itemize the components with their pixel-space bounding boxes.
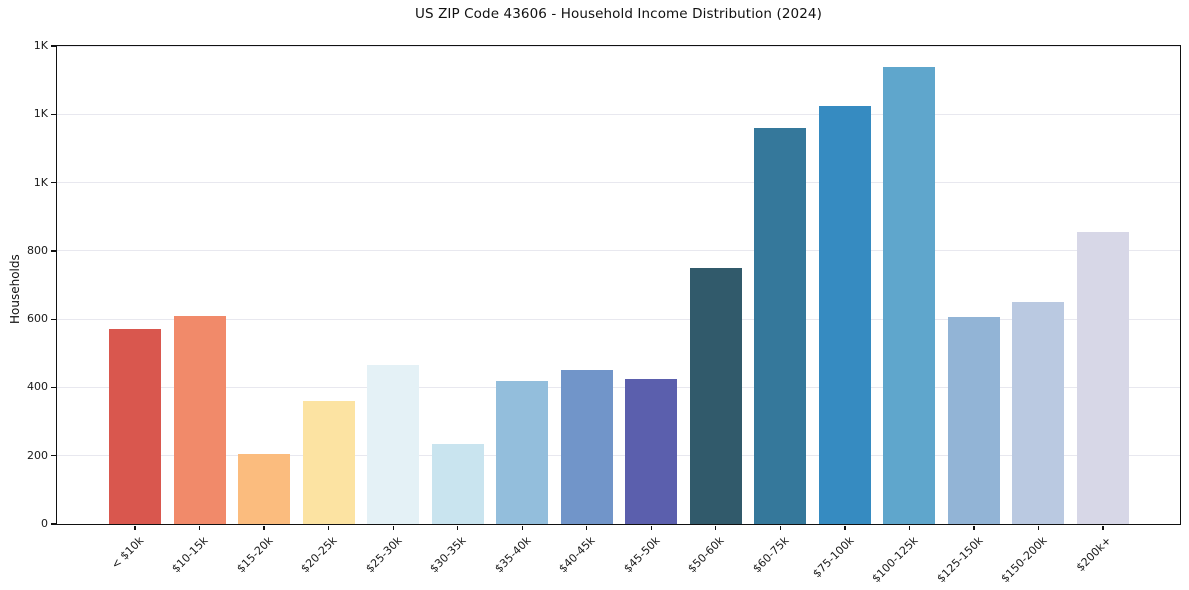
- bar-$100-125k: [883, 66, 936, 524]
- y-tick-mark: [51, 386, 56, 389]
- y-tick-label: 800: [27, 243, 48, 257]
- y-tick-label: 1K: [33, 175, 48, 189]
- x-tick-mark: [715, 525, 717, 530]
- x-tick-label: $50-60k: [685, 534, 728, 576]
- bar-$40-45k: [560, 370, 613, 524]
- bar-$60-75k: [754, 127, 807, 524]
- y-tick-mark: [51, 523, 56, 525]
- x-tick-label: $200k+: [1074, 534, 1115, 575]
- x-tick-label: $150-200k: [998, 534, 1050, 586]
- x-tick-label: < $10k: [108, 534, 147, 572]
- x-tick-label: $20-25k: [298, 534, 340, 576]
- y-tick-label: 200: [27, 448, 48, 462]
- x-tick-mark: [1037, 525, 1040, 530]
- gridline: [57, 386, 1180, 388]
- bar-$20-25k: [302, 401, 355, 524]
- x-tick-mark: [521, 525, 523, 530]
- x-tick-mark: [457, 525, 459, 530]
- x-tick-mark: [198, 525, 201, 530]
- bar-$10-15k: [173, 315, 226, 524]
- x-tick-mark: [650, 525, 652, 530]
- x-tick-label: $60-75k: [750, 534, 792, 576]
- bar-$50-60k: [689, 267, 742, 524]
- bar-$25-30k: [367, 365, 420, 524]
- gridline: [57, 455, 1180, 457]
- x-tick-label: $45-50k: [621, 534, 663, 576]
- bar-$75-100k: [818, 105, 871, 524]
- bar-$15-20k: [238, 454, 291, 524]
- x-tick-label: $15-20k: [234, 534, 276, 576]
- bar-$200k+: [1076, 232, 1129, 524]
- y-tick-label: 1K: [33, 107, 48, 121]
- x-tick-label: $125-150k: [933, 534, 986, 586]
- x-tick-mark: [327, 525, 330, 530]
- y-tick-mark: [51, 113, 56, 115]
- y-tick-mark: [51, 45, 56, 47]
- x-tick-mark: [779, 525, 782, 530]
- y-tick-mark: [51, 318, 56, 320]
- bar-$45-50k: [625, 378, 678, 524]
- x-tick-label: $25-30k: [363, 534, 405, 576]
- y-tick-label: 0: [41, 517, 48, 530]
- gridline: [57, 182, 1180, 184]
- x-tick-mark: [973, 525, 975, 530]
- y-tick-label: 400: [27, 380, 48, 394]
- x-tick-label: $100-125k: [869, 534, 921, 586]
- x-tick-label: $30-35k: [427, 534, 469, 576]
- x-tick-mark: [844, 525, 846, 530]
- y-tick-label: 600: [27, 312, 48, 326]
- x-tick-label: $40-45k: [556, 534, 598, 576]
- y-tick-mark: [51, 181, 56, 184]
- bar-$150-200k: [1012, 302, 1065, 524]
- x-tick-mark: [908, 525, 911, 530]
- plot-area: [57, 45, 1180, 524]
- x-tick-mark: [1102, 525, 1104, 530]
- y-tick-mark: [51, 250, 56, 252]
- x-tick-mark: [263, 525, 265, 530]
- x-tick-mark: [134, 525, 136, 530]
- x-tick-mark: [586, 525, 588, 530]
- bar-$35-40k: [496, 380, 549, 524]
- x-tick-label: $75-100k: [809, 534, 857, 581]
- bar-$125-150k: [947, 317, 1000, 524]
- gridline: [57, 45, 1180, 47]
- x-tick-mark: [392, 525, 394, 530]
- x-tick-label: $35-40k: [492, 534, 534, 576]
- gridline: [57, 113, 1180, 115]
- y-tick-mark: [51, 455, 56, 457]
- bar-< $10k: [109, 329, 161, 524]
- y-tick-label: 1K: [33, 39, 48, 52]
- gridline: [57, 250, 1180, 252]
- gridline: [57, 318, 1180, 320]
- bar-$30-35k: [431, 443, 484, 524]
- chart-title: US ZIP Code 43606 - Household Income Dis…: [415, 6, 822, 22]
- x-tick-label: $10-15k: [169, 534, 211, 576]
